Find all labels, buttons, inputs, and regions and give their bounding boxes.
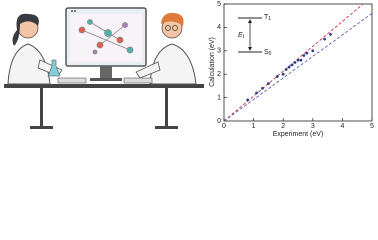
molecule — [78, 19, 134, 55]
x-tick-label: 5 — [370, 123, 374, 130]
x-tick-label: 3 — [311, 123, 315, 130]
x-tick-label: 1 — [252, 123, 256, 130]
label-sub: t — [243, 34, 245, 40]
y-tick-label: 2 — [217, 71, 221, 78]
label-sub: 1 — [268, 16, 271, 22]
label-main: S — [264, 49, 269, 56]
inset-label: Et — [238, 32, 245, 40]
point — [261, 86, 264, 90]
point — [281, 72, 285, 76]
x-tick-label: 2 — [281, 123, 285, 130]
inset-label: T1 — [264, 14, 271, 22]
point — [296, 58, 300, 62]
desk-leg — [40, 88, 43, 128]
left-person — [7, 13, 87, 85]
y-tick-label: 0 — [217, 118, 221, 125]
point — [284, 68, 288, 71]
point — [299, 58, 303, 62]
point — [293, 61, 297, 64]
point — [246, 98, 250, 102]
illustration — [4, 7, 204, 129]
label-main: E — [238, 32, 243, 39]
desk-foot — [30, 126, 53, 129]
right-person — [123, 12, 197, 85]
point — [255, 91, 258, 95]
y-axis-label: Calculation (eV) — [209, 37, 216, 87]
point — [287, 65, 291, 69]
desk-leg — [165, 88, 168, 128]
label-sub: 0 — [269, 51, 272, 57]
point — [305, 51, 309, 55]
point — [267, 82, 270, 85]
y-tick-label: 4 — [217, 24, 221, 31]
point — [275, 75, 279, 78]
point — [290, 63, 294, 67]
dot — [71, 10, 73, 12]
chart: Experiment (eV) Calculation (eV) T1 Et S… — [209, 1, 374, 138]
x-axis-label: Experiment (eV) — [273, 131, 324, 138]
dot — [74, 10, 76, 12]
x-tick-label: 0 — [222, 123, 226, 130]
reference-line — [223, 3, 364, 122]
figure: Experiment (eV) Calculation (eV) T1 Et S… — [4, 1, 374, 138]
plot-frame — [223, 3, 373, 122]
point — [323, 37, 327, 41]
monitor-base — [90, 78, 122, 81]
inset: T1 Et S0 — [238, 14, 272, 57]
y-tick-label: 3 — [217, 48, 221, 55]
screen — [70, 14, 142, 62]
point — [329, 33, 332, 36]
monitor-stand — [100, 66, 112, 80]
desk-foot — [155, 126, 178, 129]
inset-label: S0 — [264, 49, 272, 57]
point — [311, 49, 315, 53]
x-tick-label: 4 — [340, 123, 344, 130]
point — [302, 54, 306, 57]
y-tick-label: 5 — [217, 1, 221, 8]
label-main: T — [264, 14, 269, 21]
y-tick-label: 1 — [217, 94, 221, 101]
reference-line — [223, 12, 373, 122]
desk — [4, 84, 204, 88]
